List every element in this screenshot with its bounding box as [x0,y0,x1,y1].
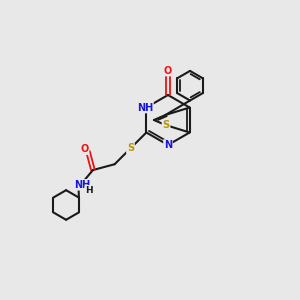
Text: N: N [164,140,172,150]
Text: NH: NH [74,180,90,190]
Text: H: H [85,186,93,195]
Text: S: S [163,120,170,130]
Text: O: O [80,144,88,154]
Text: NH: NH [137,103,153,112]
Text: O: O [164,66,172,76]
Text: S: S [127,143,134,153]
